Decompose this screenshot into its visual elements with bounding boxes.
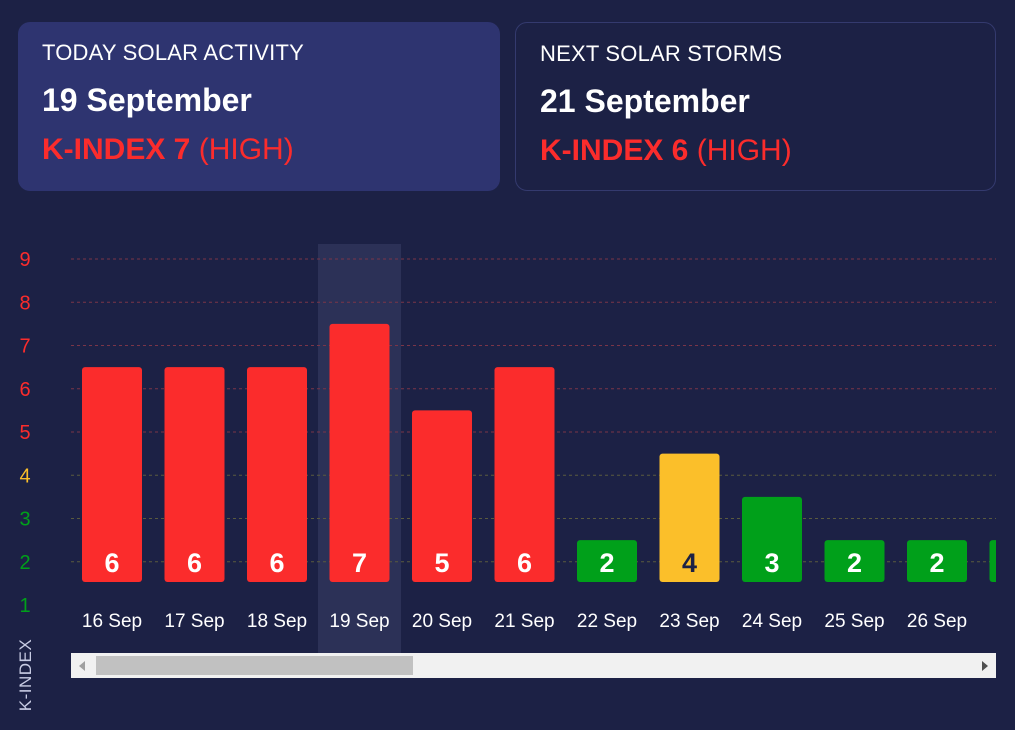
x-tick-label: 20 Sep — [412, 611, 472, 632]
scroll-right-arrow-icon[interactable] — [974, 653, 996, 678]
bar-value-label: 6 — [187, 548, 202, 578]
x-tick-label: 25 Sep — [824, 611, 884, 632]
today-card-date: 19 September — [42, 82, 252, 118]
y-tick-label: 4 — [19, 465, 30, 487]
today-solar-activity-card: TODAY SOLAR ACTIVITY 19 September K-INDE… — [18, 22, 500, 191]
x-tick-label: 17 Sep — [164, 611, 224, 632]
y-tick-label: 5 — [19, 422, 30, 444]
bar-value-label: 7 — [352, 548, 367, 578]
next-card-kindex: K-INDEX 6 (HIGH) — [540, 134, 971, 168]
bar[interactable] — [164, 367, 225, 582]
today-card-label: TODAY SOLAR ACTIVITY — [42, 40, 304, 65]
x-tick-label: 18 Sep — [247, 611, 307, 632]
next-card-date: 21 September — [540, 83, 750, 119]
scroll-left-arrow-icon[interactable] — [71, 653, 93, 678]
x-tick-label: 22 Sep — [577, 611, 637, 632]
bar[interactable] — [824, 540, 885, 582]
bar-value-label: 2 — [599, 548, 614, 578]
bar[interactable] — [329, 323, 390, 582]
bar[interactable] — [494, 367, 555, 582]
x-tick-label: 26 Sep — [907, 611, 967, 632]
x-tick-label: 19 Sep — [329, 611, 389, 632]
y-tick-label: 1 — [19, 595, 30, 617]
next-kindex-level: (HIGH) — [696, 134, 792, 167]
bar[interactable] — [577, 540, 637, 582]
y-axis-title: K-INDEX — [16, 638, 35, 712]
chart-horizontal-scrollbar[interactable] — [71, 653, 996, 678]
next-card-label: NEXT SOLAR STORMS — [540, 41, 783, 66]
x-tick-label: 21 Sep — [494, 611, 554, 632]
today-card-kindex: K-INDEX 7 (HIGH) — [42, 133, 476, 167]
bar[interactable] — [82, 367, 142, 582]
y-tick-label: 2 — [19, 552, 30, 574]
bar[interactable] — [742, 496, 802, 582]
y-tick-label: 3 — [19, 509, 30, 531]
bar-value-label: 5 — [434, 548, 449, 578]
bar-value-label: 6 — [104, 548, 119, 578]
bar[interactable] — [247, 367, 307, 582]
y-tick-label: 8 — [19, 292, 30, 314]
bar[interactable] — [907, 540, 967, 582]
x-tick-label: 23 Sep — [659, 611, 719, 632]
next-kindex-value: K-INDEX 6 — [540, 134, 689, 167]
today-kindex-level: (HIGH) — [198, 133, 294, 166]
x-tick-label: 24 Sep — [742, 611, 802, 632]
bar-value-label: 4 — [682, 548, 697, 578]
bar[interactable] — [659, 453, 720, 582]
y-tick-label: 6 — [19, 379, 30, 401]
today-kindex-value: K-INDEX 7 — [42, 133, 191, 166]
bar-value-label: 2 — [847, 548, 862, 578]
bar-value-label: 6 — [517, 548, 532, 578]
next-solar-storms-card: NEXT SOLAR STORMS 21 September K-INDEX 6… — [515, 22, 996, 191]
y-tick-label: 9 — [19, 249, 30, 271]
x-tick-label: 16 Sep — [82, 611, 142, 632]
y-tick-label: 7 — [19, 336, 30, 358]
bar-value-label: 2 — [929, 548, 944, 578]
scrollbar-thumb[interactable] — [96, 656, 413, 675]
bar-value-label: 3 — [764, 548, 779, 578]
bar-value-label: 6 — [269, 548, 284, 578]
bar[interactable] — [989, 540, 1015, 582]
bar[interactable] — [412, 410, 472, 582]
